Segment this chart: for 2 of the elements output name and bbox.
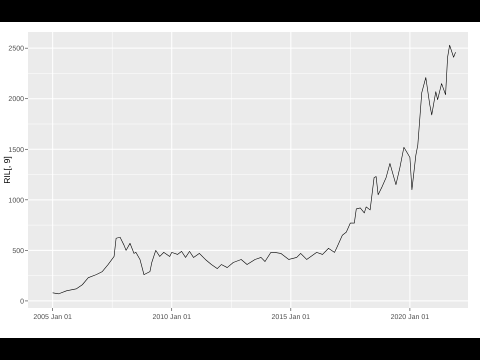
y-axis-title: RIL[, 9] bbox=[2, 156, 12, 184]
line-series bbox=[52, 44, 456, 294]
